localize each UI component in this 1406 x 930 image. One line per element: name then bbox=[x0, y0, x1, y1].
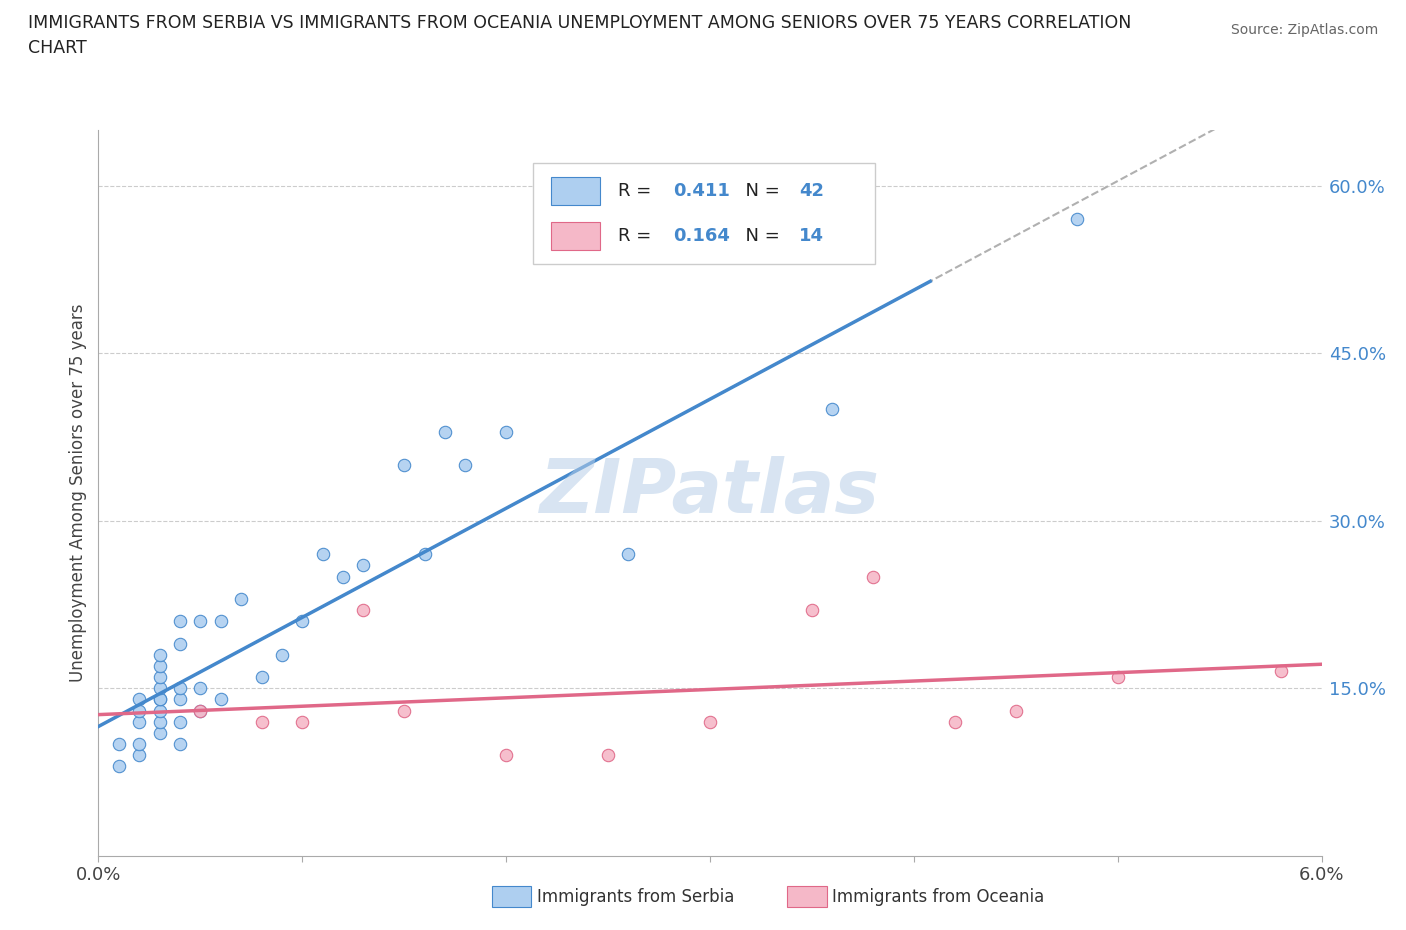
Point bbox=[231, 591, 253, 606]
Point bbox=[1270, 664, 1292, 679]
Point bbox=[250, 670, 273, 684]
Point bbox=[801, 603, 824, 618]
Point bbox=[108, 759, 131, 774]
Point bbox=[128, 714, 150, 729]
Point bbox=[149, 670, 172, 684]
Point bbox=[188, 703, 212, 718]
Point bbox=[188, 681, 212, 696]
Bar bbox=[551, 178, 600, 205]
Point bbox=[454, 458, 477, 472]
Point bbox=[311, 547, 335, 562]
Text: IMMIGRANTS FROM SERBIA VS IMMIGRANTS FROM OCEANIA UNEMPLOYMENT AMONG SENIORS OVE: IMMIGRANTS FROM SERBIA VS IMMIGRANTS FRO… bbox=[28, 14, 1132, 32]
Point bbox=[108, 737, 131, 751]
Point bbox=[332, 569, 354, 584]
Point bbox=[149, 658, 172, 673]
Point bbox=[149, 647, 172, 662]
Point bbox=[128, 692, 150, 707]
Text: CHART: CHART bbox=[28, 39, 87, 57]
Point bbox=[169, 636, 191, 651]
Text: N =: N = bbox=[734, 227, 786, 246]
Point bbox=[352, 603, 374, 618]
Text: Source: ZipAtlas.com: Source: ZipAtlas.com bbox=[1230, 23, 1378, 37]
Point bbox=[291, 714, 314, 729]
Point bbox=[617, 547, 640, 562]
Point bbox=[188, 614, 212, 629]
Text: ZIPatlas: ZIPatlas bbox=[540, 457, 880, 529]
Point bbox=[1066, 212, 1088, 227]
Point bbox=[1107, 670, 1129, 684]
Point bbox=[821, 402, 844, 417]
Text: Immigrants from Oceania: Immigrants from Oceania bbox=[832, 887, 1045, 906]
Text: 0.411: 0.411 bbox=[673, 182, 730, 200]
Text: Immigrants from Serbia: Immigrants from Serbia bbox=[537, 887, 734, 906]
Point bbox=[392, 703, 416, 718]
Point bbox=[128, 737, 150, 751]
Point bbox=[209, 692, 232, 707]
Point bbox=[1004, 703, 1026, 718]
Point bbox=[128, 748, 150, 763]
Point bbox=[149, 692, 172, 707]
Point bbox=[392, 458, 416, 472]
Point bbox=[128, 703, 150, 718]
Point bbox=[149, 681, 172, 696]
Point bbox=[169, 692, 191, 707]
Point bbox=[149, 714, 172, 729]
Text: 42: 42 bbox=[800, 182, 824, 200]
Point bbox=[413, 547, 436, 562]
Point bbox=[862, 569, 884, 584]
FancyBboxPatch shape bbox=[533, 163, 875, 264]
Text: R =: R = bbox=[619, 227, 657, 246]
Point bbox=[149, 725, 172, 740]
Point bbox=[169, 737, 191, 751]
Point bbox=[169, 614, 191, 629]
Point bbox=[943, 714, 966, 729]
Bar bbox=[551, 222, 600, 250]
Point bbox=[250, 714, 273, 729]
Point bbox=[598, 748, 620, 763]
Point bbox=[169, 714, 191, 729]
Point bbox=[169, 681, 191, 696]
Text: R =: R = bbox=[619, 182, 657, 200]
Point bbox=[149, 703, 172, 718]
Point bbox=[291, 614, 314, 629]
Point bbox=[495, 424, 517, 439]
Point bbox=[270, 647, 292, 662]
Point bbox=[433, 424, 456, 439]
Y-axis label: Unemployment Among Seniors over 75 years: Unemployment Among Seniors over 75 years bbox=[69, 304, 87, 682]
Text: N =: N = bbox=[734, 182, 786, 200]
Point bbox=[209, 614, 232, 629]
Point bbox=[149, 692, 172, 707]
Point bbox=[699, 714, 721, 729]
Text: 14: 14 bbox=[800, 227, 824, 246]
Point bbox=[495, 748, 517, 763]
Point bbox=[352, 558, 374, 573]
Text: 0.164: 0.164 bbox=[673, 227, 730, 246]
Point bbox=[188, 703, 212, 718]
